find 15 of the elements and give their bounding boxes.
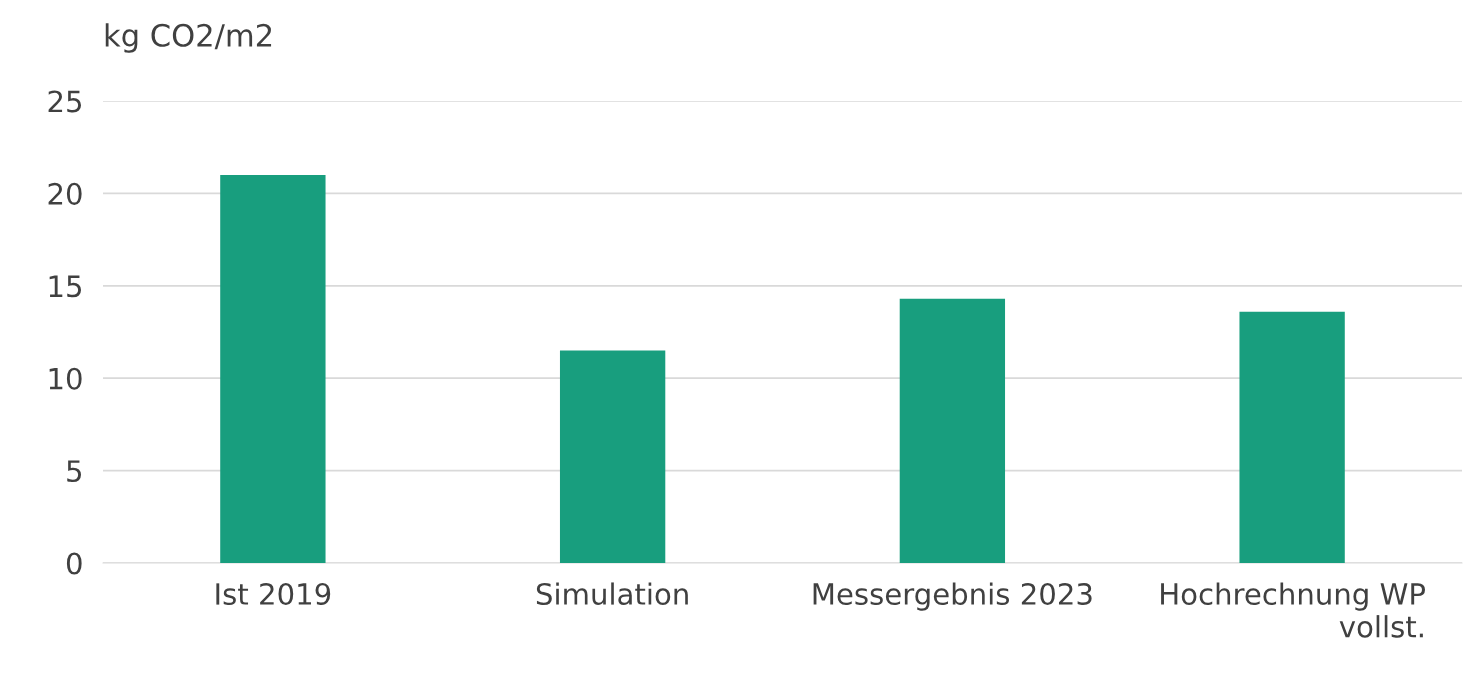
bar <box>899 298 1006 563</box>
y-tick-label: 20 <box>48 182 82 205</box>
y-tick-label: 10 <box>49 367 82 390</box>
x-tick-label: Messergebnis 2023 <box>813 582 1092 611</box>
y-tick-label: 15 <box>49 275 82 298</box>
bar <box>1239 311 1345 563</box>
x-tick-label: Simulation <box>536 582 688 606</box>
y-axis-title: kg CO2/m2 <box>105 23 272 53</box>
x-tick-label: Hochrechnung WP vollst. <box>1161 582 1426 638</box>
y-tick-label: 5 <box>67 460 82 483</box>
y-tick-label: 25 <box>48 90 82 113</box>
y-tick-label: 0 <box>66 552 82 575</box>
bar <box>559 350 666 563</box>
x-tick-label: Ist 2019 <box>216 582 331 606</box>
bar <box>220 174 326 563</box>
